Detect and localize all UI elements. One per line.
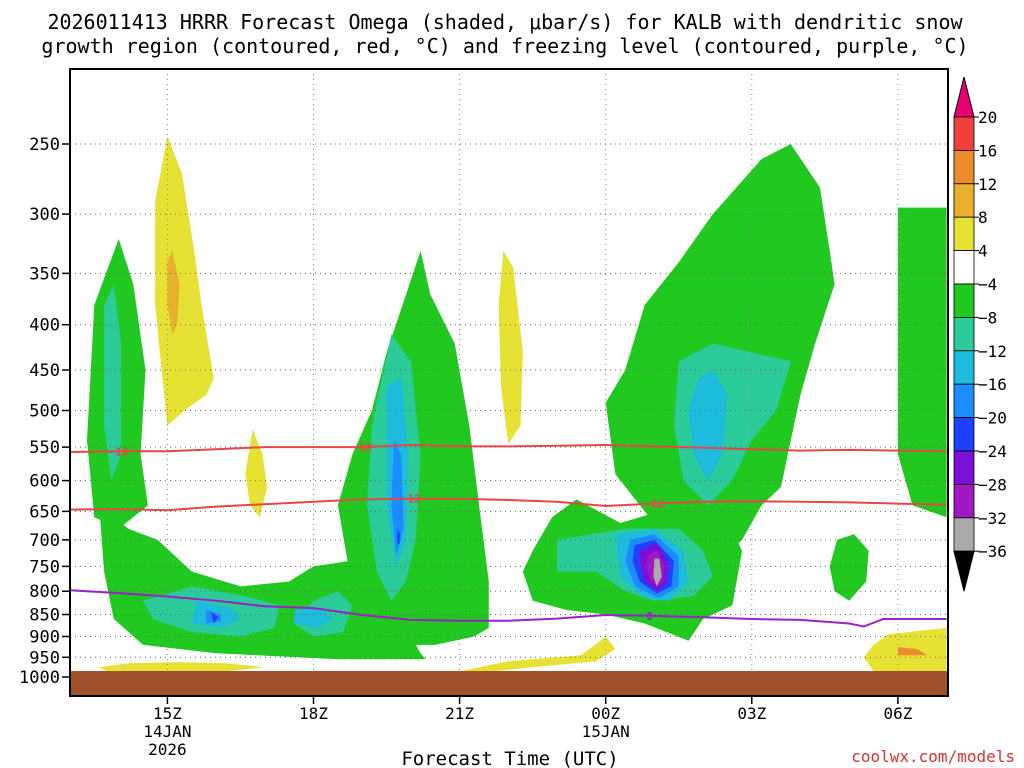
y-tick-label: 450	[29, 361, 60, 381]
colorbar-label: 4	[978, 242, 988, 261]
omega-region	[829, 534, 869, 601]
colorbar-swatch	[953, 149, 975, 185]
x-tick-label: 15Z	[153, 704, 182, 723]
colorbar-label: −20	[978, 409, 1007, 428]
temperature-contours: -18 -18 -12 -12 0	[70, 441, 947, 628]
omega-region	[897, 647, 928, 656]
freezing-level-0-label: 0	[646, 610, 653, 623]
chart-title-line-1: 2026011413 HRRR Forecast Omega (shaded, …	[47, 10, 963, 34]
omega-shading	[87, 136, 947, 674]
colorbar-swatch	[953, 250, 975, 285]
x-axis-label: Forecast Time (UTC)	[401, 748, 618, 768]
chart-title-line-2: growth region (contoured, red, °C) and f…	[41, 34, 968, 58]
y-tick-label: 800	[29, 582, 60, 602]
colorbar-label: −32	[978, 509, 1007, 528]
omega-region	[155, 136, 214, 426]
y-tick-label: 600	[29, 472, 60, 492]
y-tick-label: 250	[29, 135, 60, 155]
x-tick-year: 2026	[148, 740, 187, 759]
dgz-minus-18-label: -18	[109, 445, 129, 458]
ground-surface	[70, 671, 948, 696]
colorbar-label: −36	[978, 542, 1007, 561]
colorbar-top-arrow	[953, 76, 975, 118]
plot-frame	[69, 68, 949, 697]
y-tick-label: 350	[29, 264, 60, 284]
omega-region	[459, 636, 616, 674]
omega-region	[688, 370, 728, 481]
colorbar-label: 16	[978, 141, 997, 160]
y-axis: 2503003504004505005506006507007508008509…	[19, 135, 70, 688]
colorbar-swatch	[953, 450, 975, 485]
watermark: coolwx.com/models	[851, 747, 1015, 766]
x-tick-label: 18Z	[299, 704, 328, 723]
colorbar-label: −28	[978, 475, 1007, 494]
colorbar-label: −12	[978, 342, 1007, 361]
colorbar-swatch	[953, 483, 975, 519]
colorbar-swatch	[953, 283, 975, 318]
colorbar-label: 8	[978, 208, 988, 227]
colorbar-label: −4	[978, 275, 997, 294]
freezing-level-0-contour	[70, 589, 947, 628]
colorbar-swatch	[953, 216, 975, 251]
y-tick-label: 1000	[19, 668, 60, 688]
x-tick-date: 15JAN	[582, 722, 630, 741]
y-tick-label: 300	[29, 205, 60, 225]
colorbar-bottom-arrow	[953, 550, 975, 592]
y-tick-label: 900	[29, 627, 60, 647]
y-tick-label: 950	[29, 648, 60, 668]
y-tick-label: 850	[29, 606, 60, 626]
y-tick-label: 400	[29, 316, 60, 336]
omega-region	[245, 429, 268, 518]
omega-region	[897, 207, 947, 518]
colorbar-swatch	[953, 350, 975, 385]
colorbar-label: −24	[978, 442, 1007, 461]
dgz-minus-18-contour	[70, 443, 947, 453]
colorbar-swatch	[953, 116, 975, 151]
x-tick-label: 00Z	[591, 704, 620, 723]
colorbar-label: −16	[978, 375, 1007, 394]
omega-region	[294, 607, 333, 628]
omega-region	[104, 284, 122, 481]
dgz-minus-18-label: -18	[352, 441, 372, 454]
colorbar-swatch	[953, 316, 975, 352]
y-tick-label: 550	[29, 438, 60, 458]
y-tick-label: 750	[29, 557, 60, 577]
omega-region	[653, 558, 662, 587]
colorbar-label: −8	[978, 308, 997, 327]
omega-region	[498, 250, 523, 444]
x-tick-label: 03Z	[737, 704, 766, 723]
x-tick-label: 06Z	[883, 704, 912, 723]
dgz-minus-12-label: -12	[644, 498, 664, 511]
colorbar-swatch	[953, 183, 975, 218]
colorbar-swatch	[953, 517, 975, 552]
omega-colorbar: 20 16 12 8 4 −4 −8 −12 −16 −20 −24 −28 −32 −36	[953, 76, 1007, 592]
colorbar-label: 12	[978, 175, 997, 194]
y-tick-label: 700	[29, 531, 60, 551]
colorbar-swatch	[953, 383, 975, 419]
dgz-minus-12-contour	[70, 497, 947, 512]
colorbar-label: 20	[978, 108, 997, 127]
omega-region	[397, 528, 401, 546]
x-tick-date: 14JAN	[143, 722, 191, 741]
colorbar-swatch	[953, 417, 975, 452]
x-tick-label: 21Z	[445, 704, 474, 723]
dgz-minus-12-label: -12	[401, 493, 421, 506]
omega-region	[99, 662, 265, 674]
y-tick-label: 500	[29, 402, 60, 422]
omega-region	[167, 250, 180, 335]
omega-region	[211, 612, 219, 624]
y-tick-label: 650	[29, 502, 60, 522]
